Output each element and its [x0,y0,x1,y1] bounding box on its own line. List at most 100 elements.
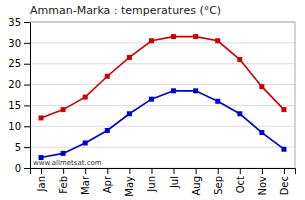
y-tick-label: 20 [8,79,21,90]
point-marker [149,97,154,102]
y-tick-mark [24,105,30,106]
y-tick-label: 15 [8,100,21,111]
y-axis-line [24,23,31,169]
x-tick: Feb [58,168,69,194]
x-axis: JanFebMarAprMayJunJulAugSepOctNovDec [31,168,296,197]
x-tick-mark [196,168,197,174]
watermark: www.allmetsat.com [33,159,102,167]
y-tick-mark [24,64,30,65]
grid-line [30,63,295,64]
x-tick-label: Apr [102,175,113,193]
series-line [41,91,284,158]
y-tick-label: 35 [8,17,21,28]
series [39,88,287,160]
point-marker [127,55,132,60]
y-tick: 15 [8,100,30,111]
y-tick: 35 [8,17,30,28]
y-tick-mark [24,168,30,169]
frame-top [30,22,295,23]
point-marker [259,84,264,89]
point-marker [237,111,242,116]
point-marker [61,151,66,156]
chart-svg: Amman-Marka : temperatures (°C) 0 5 10 15 20 2… [0,0,305,200]
x-tick-mark [63,168,64,174]
point-marker [149,38,154,43]
y-tick-label: 10 [8,121,21,132]
y-tick: 5 [15,142,30,153]
x-tick: Jun [146,168,157,193]
grid-line [30,22,295,23]
x-tick: Sep [213,168,224,195]
plot-area: 05101520253035JanFebMarAprMayJunJulAugSe… [8,17,295,197]
x-tick: Oct [235,168,246,193]
x-tick-mark [262,168,263,174]
series [39,34,287,120]
chart-title: Amman-Marka : temperatures (°C) [30,4,221,17]
x-tick: Dec [279,168,290,195]
point-marker [105,128,110,133]
y-tick: 20 [8,79,30,90]
x-tick-label: Aug [191,176,202,196]
y-tick-label: 5 [15,142,21,153]
x-tick: Apr [102,168,113,193]
y-tick-label: 0 [15,163,21,174]
grid-line [30,42,295,43]
point-marker [39,115,44,120]
point-marker [171,34,176,39]
y-tick-label: 25 [8,58,21,69]
y-tick: 0 [15,163,30,174]
point-marker [215,38,220,43]
x-tick-mark [41,168,42,174]
x-tick-label: Oct [235,176,246,193]
point-marker [215,99,220,104]
y-axis: 0 5 10 15 20 25 30 35 [8,17,30,174]
x-tick-mark [85,168,86,174]
x-tick-mark [174,168,175,174]
x-tick-label: May [124,176,135,197]
frame-right [295,22,296,168]
x-tick-mark [284,168,285,174]
x-tick-label: Dec [279,176,290,195]
grid-line [30,84,295,85]
x-tick-mark [240,168,241,174]
x-tick-label: Nov [257,176,268,196]
point-marker [259,130,264,135]
chart-container: Amman-Marka : temperatures (°C) 0 5 10 15 20 2… [0,0,305,200]
y-tick: 10 [8,121,30,132]
x-tick-label: Jun [146,176,157,193]
x-tick: May [124,168,135,197]
point-marker [193,34,198,39]
y-tick-mark [24,147,30,148]
x-tick: Mar [80,168,91,195]
point-marker [105,74,110,79]
grid [30,22,295,168]
y-tick-mark [24,126,30,127]
point-marker [281,147,286,152]
point-marker [281,107,286,112]
marks [39,34,287,160]
y-tick-mark [24,43,30,44]
y-tick: 25 [8,58,30,69]
point-marker [83,140,88,145]
y-tick-label: 30 [8,38,21,49]
point-marker [193,88,198,93]
series-line [41,37,284,118]
y-tick: 30 [8,38,30,49]
x-axis-line [31,169,296,175]
grid-line [30,147,295,148]
x-tick-label: Feb [58,176,69,194]
x-tick-label: Jul [169,176,180,189]
point-marker [127,111,132,116]
y-tick-mark [24,22,30,23]
x-tick: Jul [169,168,180,189]
x-tick-mark [107,168,108,174]
x-tick-label: Sep [213,176,224,195]
x-tick: Aug [191,168,202,196]
point-marker [171,88,176,93]
x-tick-mark [129,168,130,174]
x-tick-label: Mar [80,175,91,195]
x-tick-mark [218,168,219,174]
point-marker [237,57,242,62]
point-marker [83,95,88,100]
point-marker [61,107,66,112]
